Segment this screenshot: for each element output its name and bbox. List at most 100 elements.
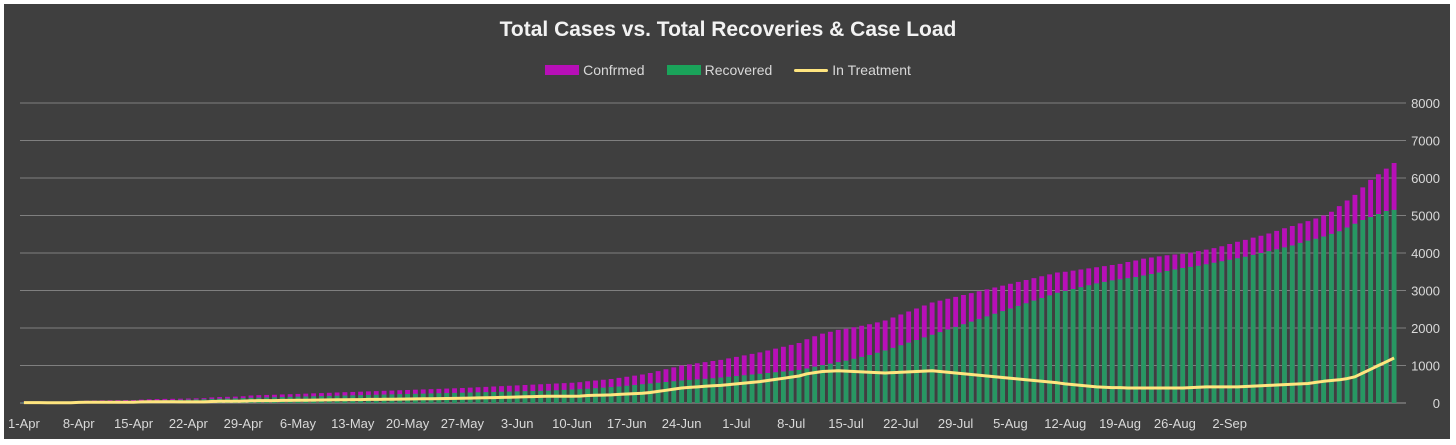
bar-recovered xyxy=(1164,271,1170,403)
bar-recovered xyxy=(992,313,998,403)
bar-recovered xyxy=(867,355,872,403)
x-tick-label: 1-Jul xyxy=(722,416,750,431)
bar-recovered xyxy=(1360,220,1366,403)
x-tick-label: 22-Jul xyxy=(883,416,919,431)
bar-recovered xyxy=(843,360,849,403)
legend-label-in-treatment: In Treatment xyxy=(832,62,911,78)
bar-recovered xyxy=(796,370,802,403)
bar-recovered xyxy=(937,332,943,403)
bar-recovered xyxy=(1000,311,1006,403)
bar-recovered xyxy=(820,365,825,403)
bar-recovered xyxy=(1078,287,1084,403)
bar-recovered xyxy=(1156,272,1162,403)
bar-recovered xyxy=(1250,254,1256,403)
bar-recovered xyxy=(976,319,982,403)
x-tick-label: 5-Aug xyxy=(993,416,1028,431)
x-tick-label: 8-Jul xyxy=(777,416,805,431)
bar-recovered xyxy=(1282,247,1287,403)
bar-recovered xyxy=(945,329,951,403)
chart-legend: Confrmed Recovered In Treatment xyxy=(0,62,1456,78)
bar-recovered xyxy=(1289,245,1295,403)
bar-recovered xyxy=(1203,264,1209,403)
y-tick-label: 6000 xyxy=(1411,171,1440,186)
bar-recovered xyxy=(1242,256,1248,403)
bar-recovered xyxy=(765,373,771,403)
bar-recovered xyxy=(749,374,755,403)
legend-label-recovered: Recovered xyxy=(704,62,773,78)
chart-title: Total Cases vs. Total Recoveries & Case … xyxy=(499,18,957,41)
bar-recovered xyxy=(788,370,794,403)
bar-recovered xyxy=(694,379,700,403)
bar-recovered xyxy=(726,376,732,403)
x-tick-label: 27-May xyxy=(441,416,485,431)
bar-recovered xyxy=(1274,249,1280,403)
bar-recovered xyxy=(1211,262,1217,403)
y-tick-label: 1000 xyxy=(1411,359,1440,374)
x-tick-label: 17-Jun xyxy=(607,416,647,431)
bar-recovered xyxy=(1180,268,1186,403)
bar-recovered xyxy=(1297,242,1303,403)
bar-recovered xyxy=(968,321,974,403)
bar-recovered xyxy=(1258,253,1264,403)
bar-recovered xyxy=(1117,279,1123,403)
bar-recovered xyxy=(859,356,865,403)
bar-recovered xyxy=(1235,258,1240,403)
x-tick-label: 2-Sep xyxy=(1212,416,1247,431)
bar-recovered xyxy=(804,368,810,403)
x-tick-label: 6-May xyxy=(280,416,317,431)
y-tick-label: 8000 xyxy=(1411,96,1440,111)
bar-recovered xyxy=(1023,303,1029,403)
bar-recovered xyxy=(929,334,935,403)
line-in-treatment xyxy=(23,356,1395,405)
bar-recovered xyxy=(1125,278,1131,403)
bar-recovered xyxy=(1219,261,1225,403)
bar-recovered xyxy=(882,350,888,403)
bar-recovered xyxy=(1195,265,1201,403)
x-tick-label: 15-Jul xyxy=(828,416,864,431)
bar-recovered xyxy=(961,324,966,403)
y-tick-label: 5000 xyxy=(1411,209,1440,224)
x-tick-label: 29-Apr xyxy=(224,416,264,431)
x-tick-label: 8-Apr xyxy=(63,416,95,431)
x-tick-label: 22-Apr xyxy=(169,416,209,431)
bar-recovered xyxy=(1352,223,1358,403)
bar-recovered xyxy=(1383,211,1389,403)
bar-recovered xyxy=(1094,283,1099,403)
bar-recovered xyxy=(1391,209,1397,403)
y-tick-label: 0 xyxy=(1433,396,1440,411)
x-tick-label: 20-May xyxy=(386,416,430,431)
bar-recovered xyxy=(827,363,833,403)
legend-label-confirmed: Confrmed xyxy=(583,62,645,78)
legend-swatch-recovered xyxy=(666,65,701,75)
bar-recovered xyxy=(1054,292,1060,403)
bar-recovered xyxy=(1109,280,1115,403)
bar-recovered xyxy=(835,362,841,403)
bar-recovered xyxy=(733,376,739,403)
bar-recovered xyxy=(1368,217,1374,403)
bar-recovered xyxy=(812,366,818,403)
bar-recovered xyxy=(984,316,990,403)
bar-recovered xyxy=(1344,227,1350,403)
bar-recovered xyxy=(1141,275,1146,403)
bar-recovered xyxy=(1031,300,1037,403)
bar-recovered xyxy=(1101,281,1107,403)
bar-recovered xyxy=(1015,305,1021,403)
bar-recovered xyxy=(874,352,880,403)
bar-recovered xyxy=(1047,295,1053,403)
y-tick-label: 3000 xyxy=(1411,284,1440,299)
bar-recovered xyxy=(1336,231,1342,403)
x-tick-label: 1-Apr xyxy=(8,416,40,431)
bar-recovered xyxy=(953,326,959,403)
x-tick-label: 12-Aug xyxy=(1044,416,1086,431)
legend-swatch-confirmed xyxy=(545,65,580,75)
bar-recovered xyxy=(780,371,786,403)
bar-recovered xyxy=(1227,259,1233,403)
y-tick-label: 2000 xyxy=(1411,321,1440,336)
bar-recovered xyxy=(702,378,708,403)
bar-recovered xyxy=(1062,290,1068,403)
x-tick-label: 29-Jul xyxy=(938,416,974,431)
bar-recovered xyxy=(1329,233,1334,403)
bar-recovered xyxy=(890,347,896,403)
x-tick-label: 10-Jun xyxy=(552,416,592,431)
